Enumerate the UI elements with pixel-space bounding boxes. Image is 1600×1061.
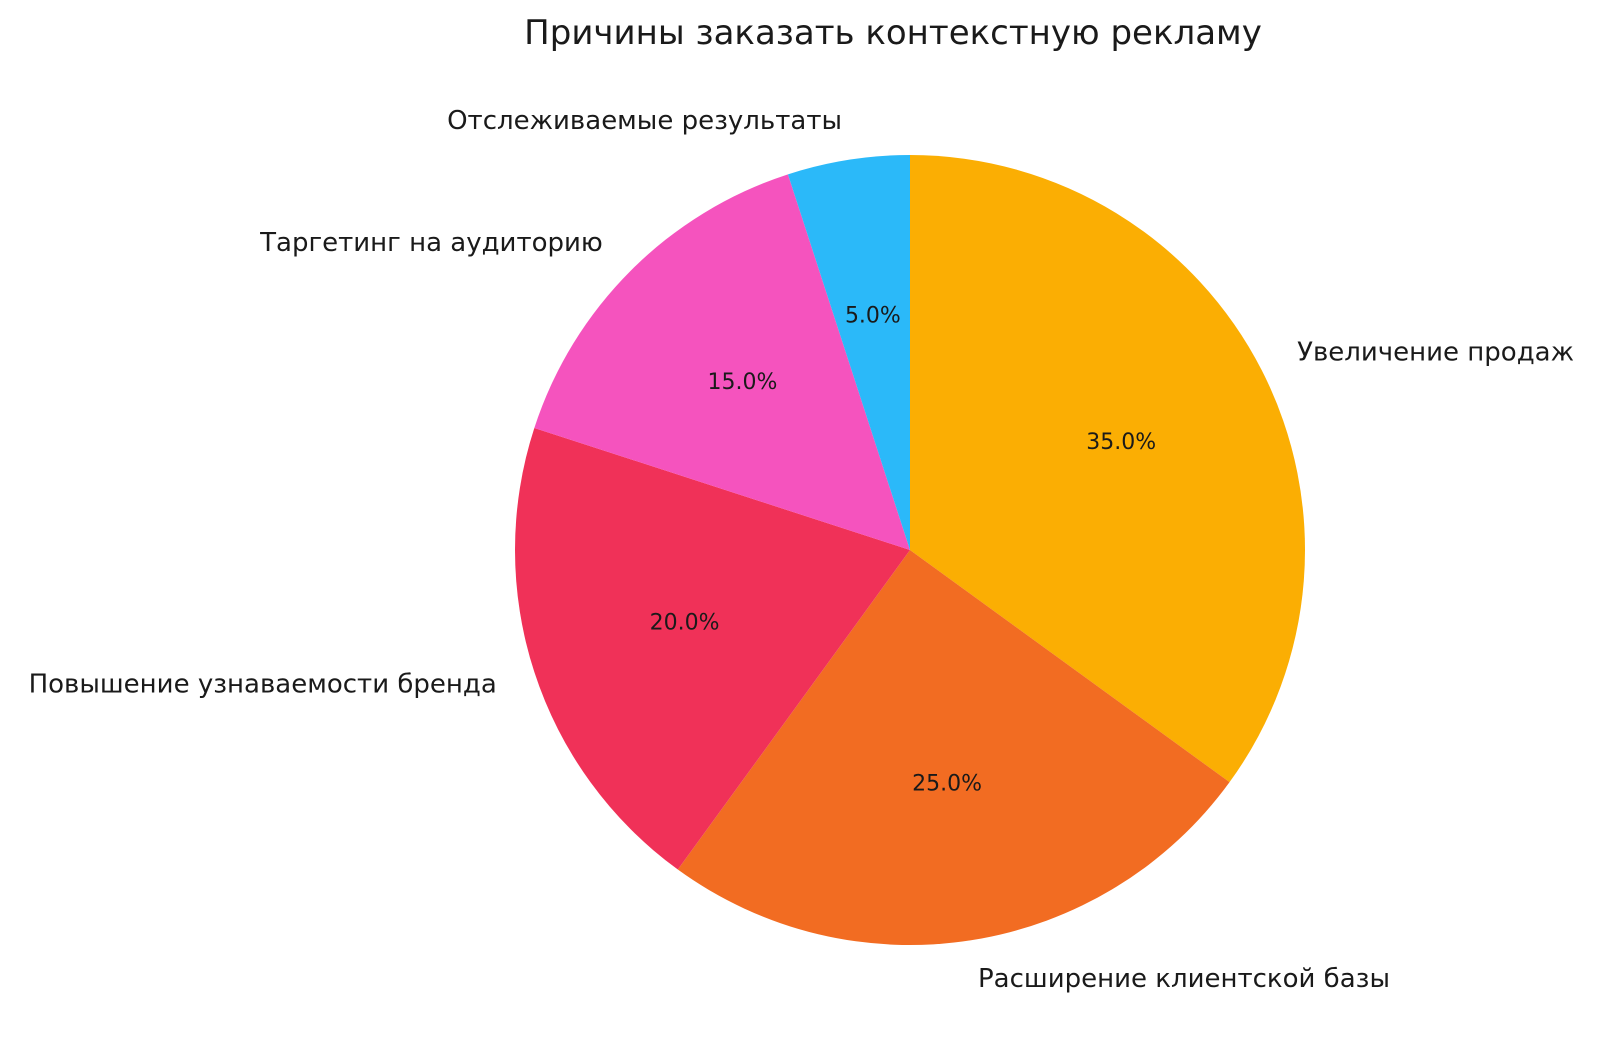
pie-slice-1 xyxy=(677,550,1230,946)
slice-label-2: Повышение узнаваемости бренда xyxy=(29,669,497,699)
slice-label-0: Увеличение продаж xyxy=(1297,338,1574,368)
pie-slice-4 xyxy=(787,155,910,550)
slice-label-3: Таргетинг на аудиторию xyxy=(259,228,603,258)
pie-slice-0 xyxy=(910,155,1306,783)
pie-slice-3 xyxy=(534,174,910,550)
slice-label-1: Расширение клиентской базы xyxy=(978,964,1390,994)
percent-label-3: 15.0% xyxy=(707,370,777,395)
percent-label-2: 20.0% xyxy=(650,611,720,636)
chart-title: Причины заказать контекстную рекламу xyxy=(524,13,1262,53)
pie-slice-2 xyxy=(514,427,910,870)
percent-label-4: 5.0% xyxy=(845,303,901,328)
percent-label-1: 25.0% xyxy=(912,772,982,797)
slice-label-4: Отслеживаемые результаты xyxy=(447,106,842,136)
percent-label-0: 35.0% xyxy=(1086,430,1156,455)
